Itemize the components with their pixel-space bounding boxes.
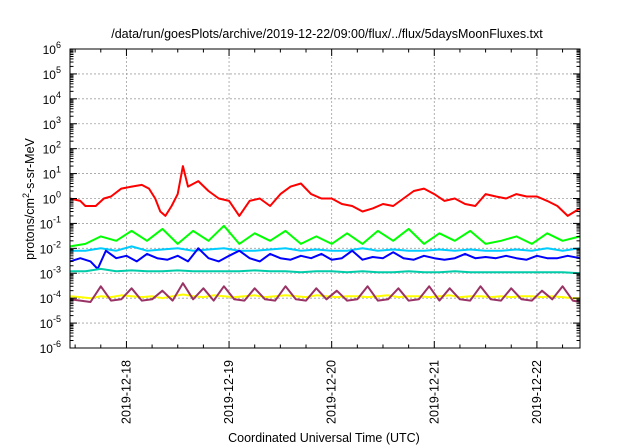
y-tick-label: 10-6 xyxy=(40,339,61,356)
y-axis-label-base: protons/cm xyxy=(23,198,37,260)
y-tick-label: 103 xyxy=(43,115,61,132)
y-tick-label-exp: 3 xyxy=(56,115,61,125)
y-tick-label-exp: -2 xyxy=(53,239,61,249)
series-line-2 xyxy=(69,224,581,248)
y-tick-label-exp: 4 xyxy=(56,90,61,100)
y-tick-label: 102 xyxy=(43,140,61,157)
y-tick-label: 100 xyxy=(43,190,61,207)
series-line-5 xyxy=(70,267,581,275)
series-line-7 xyxy=(69,282,581,303)
y-tick-label-exp: -1 xyxy=(53,214,61,224)
x-tick-label: 2019-12-19 xyxy=(222,360,236,424)
y-tick-label-exp: 5 xyxy=(56,65,61,75)
y-tick-label-exp: -5 xyxy=(53,314,61,324)
y-tick-label-base: 10 xyxy=(40,242,54,256)
y-tick-label-base: 10 xyxy=(40,267,54,281)
y-tick-label-exp: -3 xyxy=(53,264,61,274)
y-tick-label-exp: 1 xyxy=(56,165,61,175)
y-tick-label: 10-4 xyxy=(40,289,61,306)
x-tick-label: 2019-12-22 xyxy=(530,360,544,424)
x-axis-label: Coordinated Universal Time (UTC) xyxy=(228,431,420,445)
y-tick-label-base: 10 xyxy=(40,317,54,331)
y-tick-label-exp: -4 xyxy=(53,289,61,299)
y-tick-label: 105 xyxy=(43,65,61,82)
y-tick-label-exp: -6 xyxy=(53,339,61,349)
y-axis-label-rest: -s-sr-MeV xyxy=(23,137,37,193)
y-tick-label: 104 xyxy=(43,90,61,107)
y-tick-label-base: 10 xyxy=(43,93,57,107)
y-tick-label-base: 10 xyxy=(43,118,57,132)
y-tick-label-exp: 0 xyxy=(56,190,61,200)
x-tick-label: 2019-12-21 xyxy=(427,360,441,424)
series-line-1 xyxy=(69,165,581,217)
y-tick-label: 10-5 xyxy=(40,314,61,331)
y-tick-label: 10-1 xyxy=(40,214,61,231)
y-tick-label-exp: 2 xyxy=(56,140,61,150)
y-tick-label-base: 10 xyxy=(40,342,54,356)
y-tick-label-base: 10 xyxy=(43,43,57,57)
y-tick-label: 101 xyxy=(43,165,61,182)
y-tick-label-base: 10 xyxy=(43,143,57,157)
y-tick-label-base: 10 xyxy=(43,168,57,182)
series-line-3 xyxy=(70,245,581,252)
y-axis: 10-610-510-410-310-210-11001011021031041… xyxy=(40,40,580,356)
y-tick-label-exp: 6 xyxy=(56,40,61,50)
x-axis: 2019-12-18 2019-12-19 2019-12-20 2019-12-21… xyxy=(74,49,564,424)
x-tick-label: 2019-12-18 xyxy=(119,360,133,424)
chart-title: /data/run/goesPlots/archive/2019-12-22/0… xyxy=(111,27,543,41)
y-axis-label-sup: 2 xyxy=(21,193,31,198)
series-layer xyxy=(69,165,581,303)
grid-lines xyxy=(70,49,580,348)
series-line-4 xyxy=(69,247,581,270)
y-tick-label-base: 10 xyxy=(40,217,54,231)
y-tick-label-base: 10 xyxy=(40,292,54,306)
y-tick-label: 106 xyxy=(43,40,61,57)
y-tick-label-base: 10 xyxy=(43,193,57,207)
y-tick-label: 10-3 xyxy=(40,264,61,281)
y-tick-label-base: 10 xyxy=(43,68,57,82)
y-tick-label: 10-2 xyxy=(40,239,61,256)
x-tick-label: 2019-12-20 xyxy=(325,360,339,424)
y-axis-label: protons/cm2-s-sr-MeV xyxy=(21,137,37,259)
